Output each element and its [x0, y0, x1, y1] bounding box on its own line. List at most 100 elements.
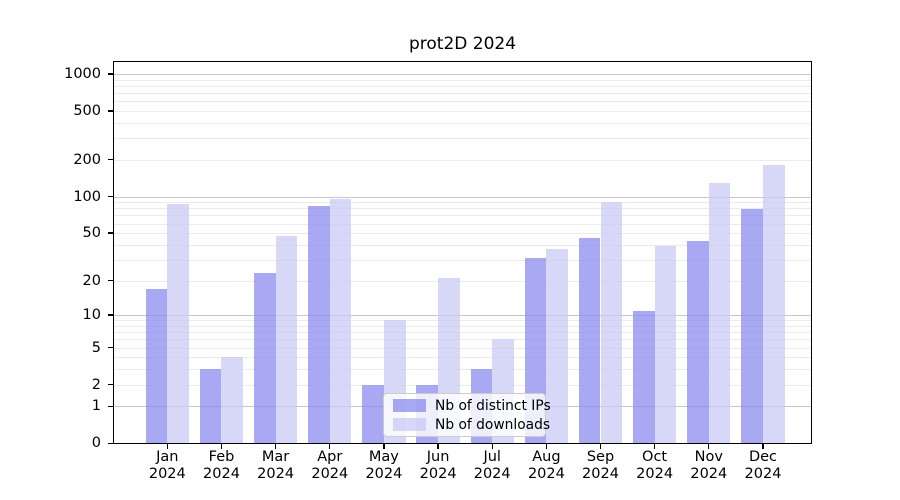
- ytick-mark-20: [108, 279, 114, 282]
- legend-swatch-distinct-ips: [393, 399, 426, 412]
- bar-aug-downloads: [546, 248, 569, 443]
- ytick-label-2: 2: [91, 376, 101, 393]
- gridline-6: [114, 339, 811, 341]
- chart-title: prot2D 2024: [408, 34, 517, 54]
- gridline-3: [114, 369, 811, 371]
- xtick-label-jun: Jun 2024: [403, 449, 473, 483]
- gridline-90: [114, 202, 811, 204]
- xtick-month: Dec: [748, 449, 778, 465]
- gridline-600: [114, 101, 811, 103]
- xtick-month: Oct: [642, 449, 668, 465]
- gridline-400: [114, 122, 811, 124]
- bar-dec-downloads: [762, 165, 785, 443]
- xtick-label-aug: Aug 2024: [511, 449, 581, 483]
- gridline-1000: [114, 73, 811, 75]
- gridline-5: [114, 347, 811, 349]
- bar-apr-distinct-ips: [308, 206, 330, 443]
- ytick-mark-0: [108, 442, 114, 444]
- gridline-800: [114, 85, 811, 87]
- ytick-label-200: 200: [73, 151, 101, 168]
- gridline-50: [114, 233, 811, 235]
- ytick-label-0: 0: [91, 435, 101, 452]
- legend-label-distinct-ips: Nb of distinct IPs: [435, 397, 551, 414]
- xtick-year: 2024: [257, 466, 295, 482]
- xtick-year: 2024: [365, 466, 403, 482]
- ytick-label-50: 50: [82, 225, 101, 242]
- ytick-label-20: 20: [82, 272, 101, 289]
- xtick-month: Jan: [156, 449, 179, 465]
- xtick-mark-oct: [653, 443, 656, 449]
- xtick-mark-feb: [220, 443, 223, 449]
- xtick-month: Nov: [694, 449, 723, 465]
- legend-box: Nb of distinct IPs Nb of downloads: [383, 393, 551, 437]
- xtick-label-oct: Oct 2024: [620, 449, 690, 483]
- xtick-month: Apr: [317, 449, 343, 465]
- bar-apr-downloads: [329, 199, 352, 443]
- legend-entry-downloads: Nb of downloads: [384, 415, 550, 434]
- bar-sep-distinct-ips: [578, 237, 601, 443]
- plot-area: Nb of distinct IPs Nb of downloads: [113, 61, 812, 444]
- gridline-200: [114, 159, 811, 161]
- gridline-500: [114, 110, 811, 112]
- xtick-label-apr: Apr 2024: [295, 449, 365, 483]
- gridline-70: [114, 215, 811, 217]
- bar-sep-downloads: [600, 202, 623, 443]
- xtick-month: Sep: [586, 449, 615, 465]
- gridline-4: [114, 357, 811, 359]
- ytick-label-10: 10: [82, 307, 101, 324]
- xtick-mark-mar: [274, 443, 277, 449]
- xtick-mark-aug: [545, 443, 547, 449]
- xtick-mark-nov: [708, 443, 710, 449]
- xtick-label-sep: Sep 2024: [566, 449, 636, 483]
- bar-nov-distinct-ips: [687, 241, 709, 443]
- legend-swatch-downloads: [393, 418, 426, 431]
- gridline-900: [114, 79, 811, 81]
- ytick-mark-500: [108, 110, 114, 112]
- xtick-month: Jun: [426, 449, 450, 465]
- gridline-80: [114, 208, 811, 210]
- bar-oct-distinct-ips: [632, 310, 655, 443]
- xtick-month: May: [368, 449, 399, 465]
- ytick-label-500: 500: [73, 102, 101, 119]
- xtick-mark-apr: [329, 443, 331, 449]
- ytick-label-100: 100: [73, 188, 101, 205]
- ytick-mark-5: [108, 346, 114, 349]
- gridline-100: [114, 196, 811, 198]
- gridline-9: [114, 320, 811, 322]
- ytick-label-1: 1: [91, 398, 101, 415]
- gridline-700: [114, 93, 811, 94]
- xtick-mark-jul: [491, 443, 493, 449]
- bar-nov-downloads: [708, 182, 731, 443]
- xtick-label-jul: Jul 2024: [457, 449, 527, 483]
- gridline-30: [114, 259, 811, 261]
- legend-entry-distinct-ips: Nb of distinct IPs: [384, 396, 551, 415]
- bar-jan-downloads: [167, 203, 189, 443]
- ytick-mark-1: [108, 405, 114, 407]
- ytick-label-5: 5: [91, 339, 101, 356]
- xtick-mark-jun: [437, 443, 439, 449]
- xtick-year: 2024: [311, 466, 349, 482]
- bar-feb-downloads: [221, 357, 244, 443]
- gridline-7: [114, 332, 811, 334]
- gridline-40: [114, 244, 811, 246]
- gridline-2: [114, 384, 811, 386]
- xtick-month: Feb: [208, 449, 235, 465]
- xtick-label-may: May 2024: [349, 449, 419, 483]
- xtick-label-jan: Jan 2024: [132, 449, 202, 483]
- bar-mar-downloads: [275, 236, 298, 443]
- gridline-8: [114, 325, 811, 327]
- xtick-month: Aug: [532, 449, 561, 465]
- bar-jan-distinct-ips: [145, 288, 168, 443]
- gridline-20: [114, 280, 811, 282]
- bar-oct-downloads: [654, 246, 677, 443]
- xtick-label-mar: Mar 2024: [241, 449, 311, 483]
- legend-label-downloads: Nb of downloads: [435, 416, 551, 433]
- xtick-year: 2024: [419, 466, 457, 482]
- xtick-month: Mar: [261, 449, 290, 465]
- ytick-mark-200: [108, 159, 114, 161]
- xtick-mark-dec: [762, 443, 764, 449]
- xtick-year: 2024: [744, 466, 782, 482]
- xtick-year: 2024: [203, 466, 240, 482]
- gridline-10: [114, 315, 811, 317]
